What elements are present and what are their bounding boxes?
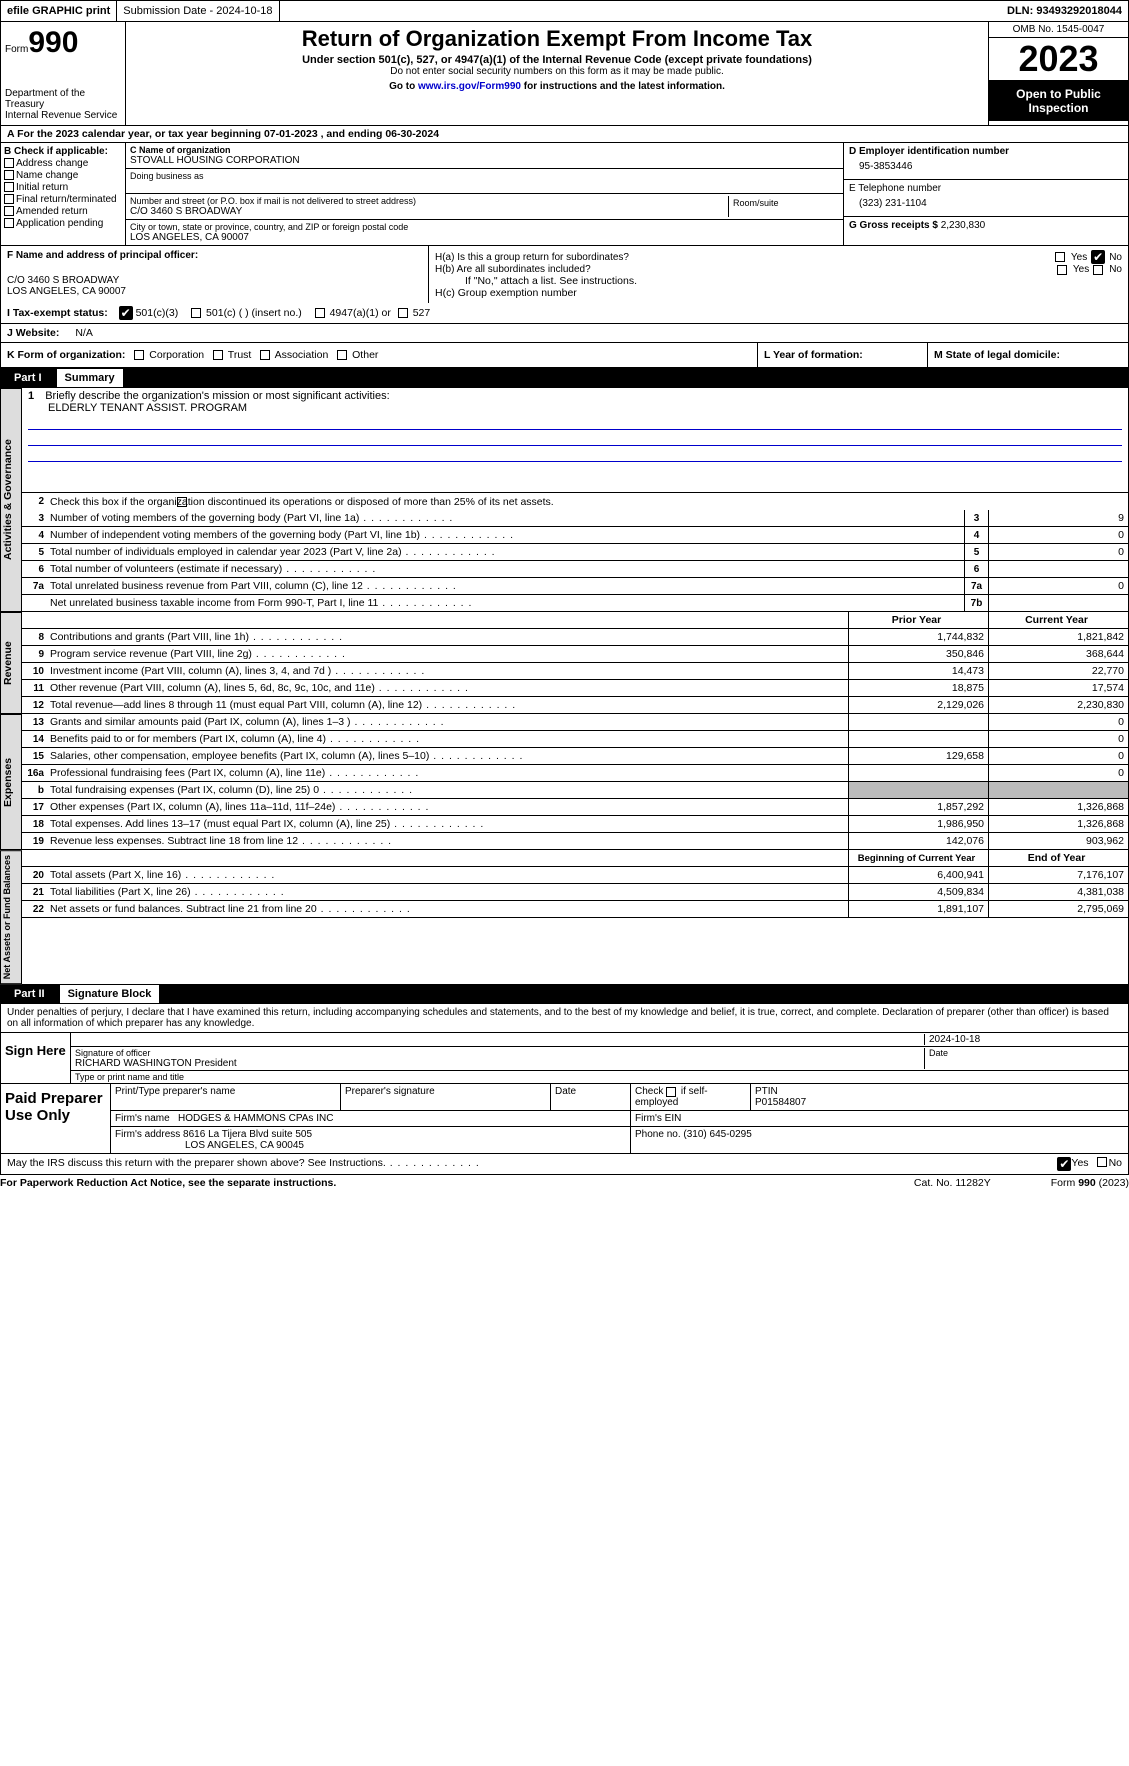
open-public: Open to Public Inspection bbox=[989, 81, 1128, 121]
form-number: 990 bbox=[28, 26, 78, 59]
part-2-header: Part II Signature Block bbox=[0, 984, 1129, 1004]
chk-501c3[interactable] bbox=[119, 306, 133, 320]
officer-addr1: C/O 3460 S BROADWAY bbox=[7, 275, 422, 286]
irs-link[interactable]: www.irs.gov/Form990 bbox=[418, 81, 521, 92]
chk-name-change[interactable]: Name change bbox=[4, 170, 122, 181]
officer-addr2: LOS ANGELES, CA 90007 bbox=[7, 286, 422, 297]
ptin: P01584807 bbox=[755, 1097, 1124, 1108]
val: 0 bbox=[988, 544, 1128, 560]
ha-no[interactable] bbox=[1091, 250, 1105, 264]
website: N/A bbox=[75, 327, 93, 339]
chk-corp[interactable] bbox=[134, 350, 144, 360]
form-title: Return of Organization Exempt From Incom… bbox=[130, 26, 984, 52]
dln: DLN: 93493292018044 bbox=[1001, 1, 1128, 21]
chk-initial-return[interactable]: Initial return bbox=[4, 182, 122, 193]
cat-no: Cat. No. 11282Y bbox=[914, 1177, 991, 1189]
tab-revenue: Revenue bbox=[0, 612, 22, 714]
declaration: Under penalties of perjury, I declare th… bbox=[0, 1004, 1129, 1033]
form-footer: Form 990 (2023) bbox=[1051, 1177, 1129, 1189]
top-bar: efile GRAPHIC print Submission Date - 20… bbox=[0, 0, 1129, 22]
val: 0 bbox=[988, 578, 1128, 594]
form-prefix: Form bbox=[5, 44, 28, 55]
box-b-label: B Check if applicable: bbox=[4, 146, 122, 157]
firm-name: HODGES & HAMMONS CPAs INC bbox=[178, 1113, 333, 1124]
chk-amended-return[interactable]: Amended return bbox=[4, 206, 122, 217]
sign-block: Sign Here 2024-10-18 Signature of office… bbox=[0, 1033, 1129, 1084]
mission: ELDERLY TENANT ASSIST. PROGRAM bbox=[28, 402, 247, 414]
chk-self-employed[interactable] bbox=[666, 1087, 676, 1097]
discuss-yes[interactable] bbox=[1057, 1157, 1071, 1171]
chk-527[interactable] bbox=[398, 308, 408, 318]
chk-4947[interactable] bbox=[315, 308, 325, 318]
subtitle-1: Under section 501(c), 527, or 4947(a)(1)… bbox=[130, 54, 984, 66]
chk-discontinued[interactable] bbox=[177, 497, 187, 507]
tab-net-assets: Net Assets or Fund Balances bbox=[0, 850, 22, 984]
val bbox=[988, 561, 1128, 577]
submission-date: Submission Date - 2024-10-18 bbox=[117, 1, 279, 21]
firm-phone: (310) 645-0295 bbox=[683, 1129, 751, 1140]
tab-governance: Activities & Governance bbox=[0, 388, 22, 612]
chk-address-change[interactable]: Address change bbox=[4, 158, 122, 169]
chk-trust[interactable] bbox=[213, 350, 223, 360]
firm-addr2: LOS ANGELES, CA 90045 bbox=[115, 1140, 304, 1151]
officer-name: RICHARD WASHINGTON President bbox=[75, 1058, 924, 1069]
hb-yes[interactable] bbox=[1057, 265, 1067, 275]
org-address: C/O 3460 S BROADWAY bbox=[130, 206, 728, 217]
tab-expenses: Expenses bbox=[0, 714, 22, 850]
phone: (323) 231-1104 bbox=[849, 194, 1123, 213]
chk-501c[interactable] bbox=[191, 308, 201, 318]
gross-receipts: 2,230,830 bbox=[941, 220, 986, 231]
chk-app-pending[interactable]: Application pending bbox=[4, 218, 122, 229]
hb-no[interactable] bbox=[1093, 265, 1103, 275]
org-name: STOVALL HOUSING CORPORATION bbox=[130, 155, 839, 166]
pra-notice: For Paperwork Reduction Act Notice, see … bbox=[0, 1177, 336, 1189]
efile-label: efile GRAPHIC print bbox=[1, 1, 117, 21]
chk-other[interactable] bbox=[337, 350, 347, 360]
entity-block: B Check if applicable: Address change Na… bbox=[0, 143, 1129, 245]
omb-number: OMB No. 1545-0047 bbox=[989, 22, 1128, 38]
subtitle-2: Do not enter social security numbers on … bbox=[130, 66, 984, 77]
chk-final-return[interactable]: Final return/terminated bbox=[4, 194, 122, 205]
form-header: Form990 Department of the Treasury Inter… bbox=[0, 22, 1129, 126]
val: 9 bbox=[988, 510, 1128, 526]
firm-addr1: 8616 La Tijera Blvd suite 505 bbox=[183, 1129, 312, 1140]
discuss-no[interactable] bbox=[1097, 1157, 1107, 1167]
org-city: LOS ANGELES, CA 90007 bbox=[130, 232, 839, 243]
val bbox=[988, 595, 1128, 611]
paid-preparer-block: Paid Preparer Use Only Print/Type prepar… bbox=[0, 1084, 1129, 1154]
dept-label: Department of the Treasury Internal Reve… bbox=[5, 88, 121, 121]
tax-year: 2023 bbox=[989, 38, 1128, 81]
part-1-header: Part I Summary bbox=[0, 368, 1129, 388]
section-a: A For the 2023 calendar year, or tax yea… bbox=[0, 126, 1129, 143]
val: 0 bbox=[988, 527, 1128, 543]
ein: 95-3853446 bbox=[849, 157, 1123, 176]
ha-yes[interactable] bbox=[1055, 252, 1065, 262]
chk-assoc[interactable] bbox=[260, 350, 270, 360]
